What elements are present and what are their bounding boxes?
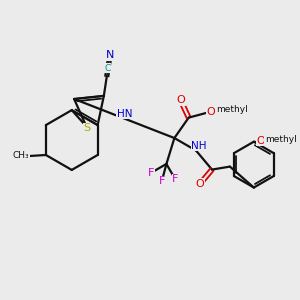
- Text: S: S: [84, 123, 91, 133]
- Text: HN: HN: [116, 109, 132, 118]
- Text: F: F: [159, 176, 165, 186]
- Text: O: O: [176, 95, 185, 106]
- Text: O: O: [256, 136, 265, 146]
- Text: F: F: [172, 175, 178, 184]
- Text: F: F: [148, 168, 154, 178]
- Text: methyl: methyl: [216, 104, 248, 113]
- Text: methyl: methyl: [265, 135, 297, 144]
- Text: C: C: [104, 64, 110, 73]
- Text: NH: NH: [191, 140, 207, 151]
- Text: O: O: [207, 107, 215, 117]
- Text: N: N: [106, 50, 114, 60]
- Text: CH₃: CH₃: [13, 152, 29, 160]
- Text: O: O: [195, 179, 204, 189]
